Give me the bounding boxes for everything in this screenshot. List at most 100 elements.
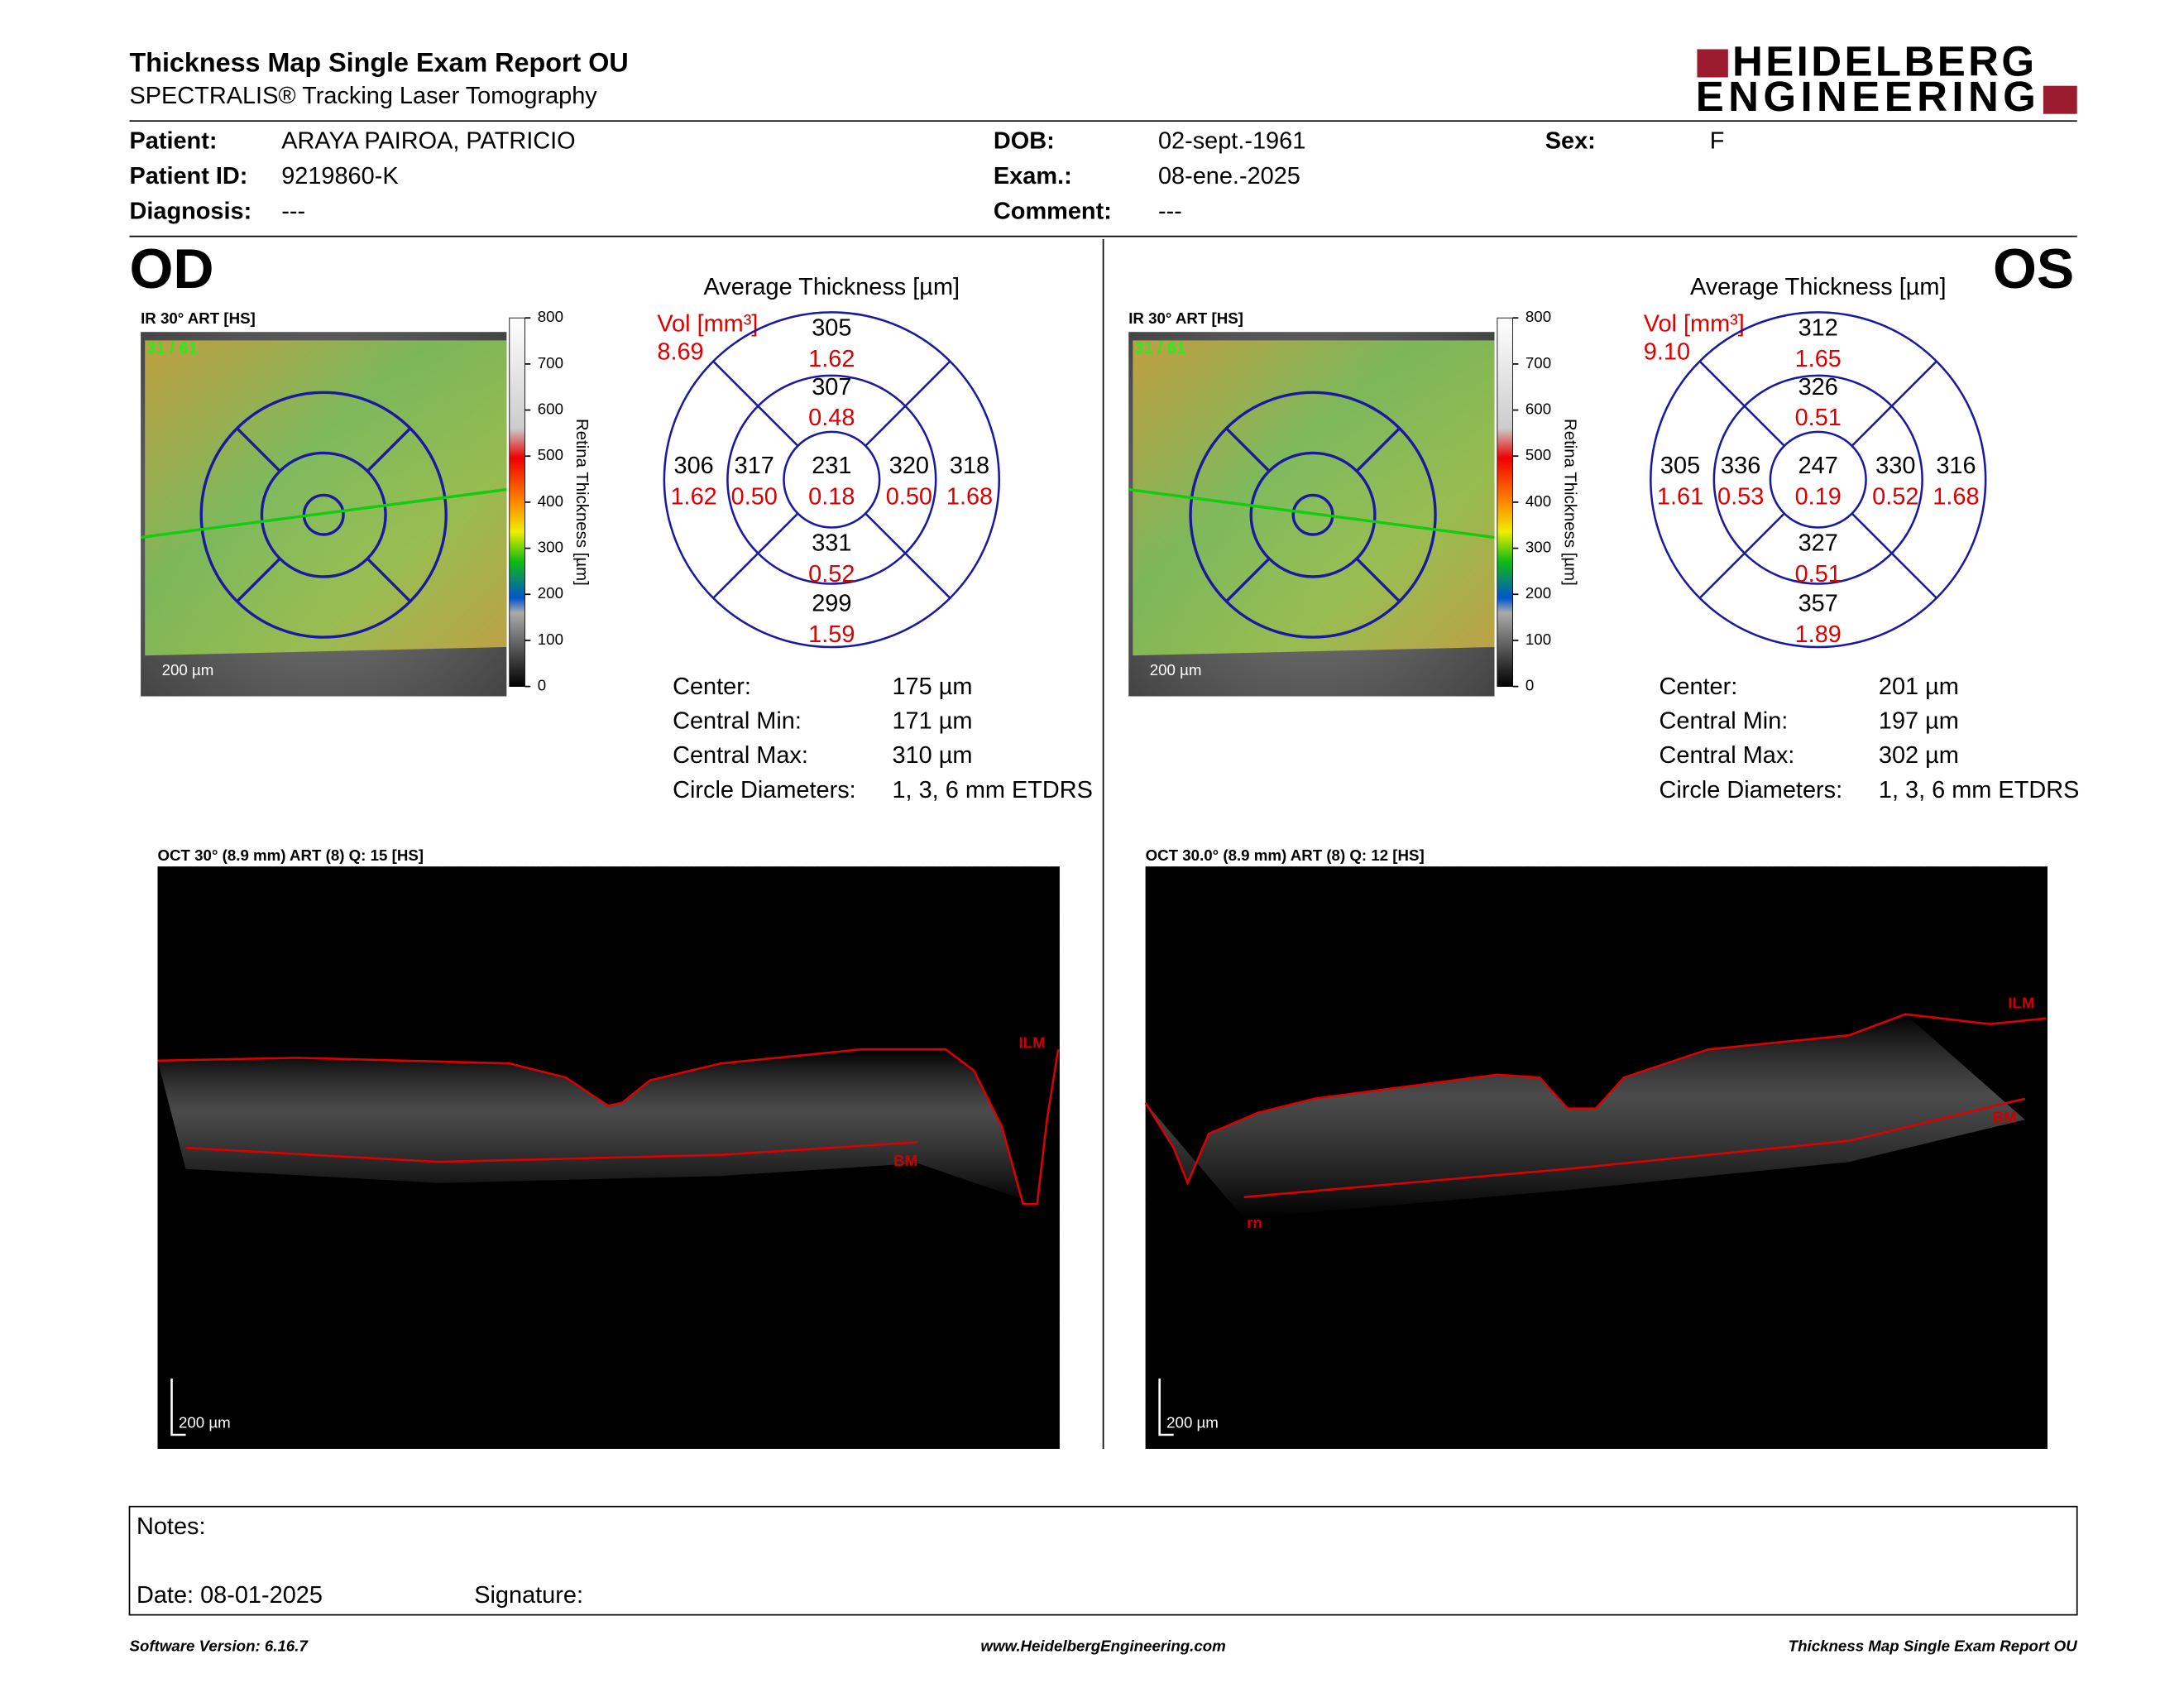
sector-thickness: 305 <box>1660 453 1700 479</box>
field-label: Patient ID: <box>129 163 247 189</box>
colorbar-label: 0 <box>1525 677 1534 694</box>
colorbar <box>1497 317 1514 688</box>
stat-value: 201 µm <box>1879 674 1959 700</box>
sector-volume: 0.53 <box>1717 483 1764 510</box>
field-label: Exam.: <box>994 163 1072 189</box>
stat-value: 1, 3, 6 mm ETDRS <box>892 777 1092 803</box>
oct-layer-label: BM <box>1993 1108 2017 1125</box>
sector-volume: 0.52 <box>808 561 855 587</box>
oct-scale: 200 µm <box>179 1413 231 1431</box>
colorbar-title: Retina Thickness [µm] <box>572 419 591 586</box>
etdrs-divider <box>1851 360 1937 447</box>
etdrs-ring <box>726 374 937 585</box>
report-title: Thickness Map Single Exam Report OU <box>129 48 628 78</box>
stat-label: Central Min: <box>1660 708 1789 735</box>
stat-label: Center: <box>1660 674 1738 700</box>
stat-value: 171 µm <box>892 708 972 735</box>
oct-layer-label: ILM <box>1019 1033 1046 1051</box>
sector-volume: 1.62 <box>808 346 855 372</box>
oct-scale: 200 µm <box>1166 1413 1219 1431</box>
sector-thickness: 231 <box>812 453 851 479</box>
volume-label: Vol [mm³] <box>1644 310 1745 337</box>
stat-value: 197 µm <box>1879 708 1959 735</box>
bm-line <box>185 1141 918 1163</box>
frame-counter: 31 / 61 <box>146 339 198 357</box>
notes-box <box>128 1505 2078 1616</box>
sector-thickness: 307 <box>812 374 851 400</box>
etdrs-divider <box>1698 360 1785 447</box>
notes-label: Notes: <box>136 1513 206 1540</box>
colorbar <box>509 317 525 688</box>
etdrs-divider <box>1698 512 1785 599</box>
sector-volume: 0.48 <box>808 405 855 431</box>
sector-volume: 0.52 <box>1872 483 1918 510</box>
sector-volume: 0.51 <box>1795 561 1842 587</box>
etdrs-overlay <box>199 391 448 639</box>
field-label: Patient: <box>129 127 217 154</box>
sector-thickness: 305 <box>812 314 851 341</box>
colorbar-label: 500 <box>538 446 563 463</box>
sector-volume: 0.51 <box>1795 405 1842 431</box>
ir-scale: 200 µm <box>1150 661 1202 679</box>
field-value: 9219860-K <box>281 163 398 189</box>
sector-thickness: 331 <box>812 530 851 557</box>
logo-line: ENGINEERING <box>1696 73 2038 120</box>
retina-band <box>157 1049 1037 1205</box>
colorbar-label: 200 <box>1525 584 1551 602</box>
etdrs-divider <box>864 512 951 599</box>
oct-layer-label: rn <box>1247 1214 1262 1231</box>
etdrs-divider <box>712 360 799 447</box>
etdrs-overlay <box>236 557 281 602</box>
colorbar-label: 600 <box>1525 400 1551 417</box>
stat-label: Central Max: <box>1660 742 1795 769</box>
sector-thickness: 312 <box>1798 314 1838 341</box>
field-label: Sex: <box>1545 127 1596 154</box>
field-value: 02-sept.-1961 <box>1158 127 1305 154</box>
ir-title: IR 30° ART [HS] <box>141 309 256 327</box>
oct-layer-label: ILM <box>2008 995 2034 1012</box>
sector-thickness: 320 <box>889 453 929 479</box>
footer-text: www.HeidelbergEngineering.com <box>980 1638 1225 1655</box>
colorbar-label: 500 <box>1525 446 1551 463</box>
stat-label: Central Min: <box>673 708 802 735</box>
colorbar-label: 400 <box>538 492 563 510</box>
stat-value: 310 µm <box>892 742 972 769</box>
colorbar-label: 700 <box>538 354 563 372</box>
sector-volume: 0.50 <box>886 483 932 510</box>
oct-title: OCT 30.0° (8.9 mm) ART (8) Q: 12 [HS] <box>1146 846 1425 864</box>
notes-date: Date: 08-01-2025 <box>136 1582 323 1609</box>
ilm-line <box>1144 1013 2047 1187</box>
colorbar-label: 200 <box>538 584 563 602</box>
etdrs-ring <box>1712 374 1923 585</box>
etdrs-overlay <box>1225 557 1271 602</box>
footer-text: Software Version: 6.16.7 <box>129 1638 309 1655</box>
retina-band <box>1145 1014 2025 1219</box>
colorbar-title: Retina Thickness [µm] <box>1560 419 1578 586</box>
sector-thickness: 330 <box>1875 453 1915 479</box>
sector-volume: 1.59 <box>808 621 855 648</box>
etdrs-overlay <box>366 557 412 602</box>
ir-scale: 200 µm <box>162 661 214 679</box>
sector-thickness: 247 <box>1798 453 1838 479</box>
colorbar-label: 700 <box>1525 354 1551 372</box>
etdrs-overlay <box>236 427 281 472</box>
bm-line <box>1243 1097 2026 1198</box>
oct-layer-label: BM <box>893 1152 917 1169</box>
colorbar-label: 400 <box>1525 492 1551 510</box>
content: Thickness Map Single Exam Report OU SPECT… <box>128 38 2079 1655</box>
sector-volume: 1.62 <box>670 483 716 510</box>
colorbar-label: 100 <box>1525 631 1551 648</box>
sector-thickness: 306 <box>673 453 713 479</box>
etdrs-overlay <box>1355 427 1401 472</box>
volume-value: 9.10 <box>1644 338 1690 365</box>
oct-scale-bar <box>170 1379 186 1436</box>
eye-label: OD <box>129 237 213 300</box>
colorbar-label: 600 <box>538 400 563 417</box>
sector-thickness: 326 <box>1798 374 1838 400</box>
thickness-map <box>145 340 507 656</box>
logo-square <box>1697 49 1728 78</box>
stat-label: Circle Diameters: <box>1660 777 1843 803</box>
eye-label: OS <box>1993 237 2074 300</box>
etdrs-overlay <box>366 427 412 472</box>
